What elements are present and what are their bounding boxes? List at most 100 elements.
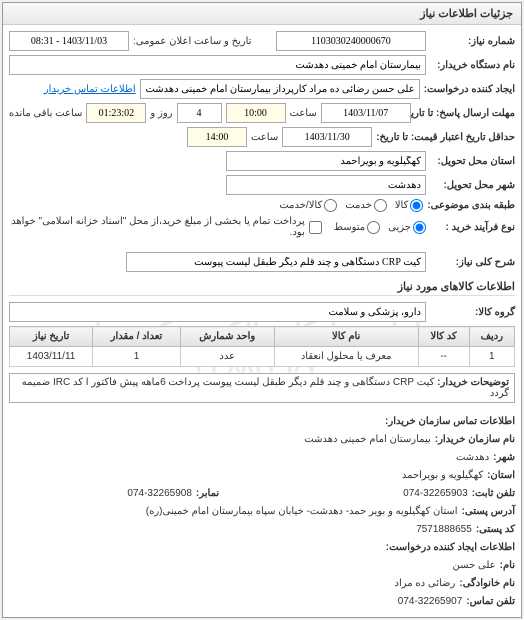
label-fax: نمابر: [196,485,219,503]
value-explanations: کیت CRP دستگاهی و چند قلم دیگر طبقل لیست… [22,377,509,399]
label-city: شهر محل تحویل: [430,180,515,191]
label-city2: شهر: [493,449,515,467]
input-goods-group[interactable] [9,302,426,322]
radio-input-pur-1[interactable] [367,221,380,234]
value-phone: 074-32265903 [403,485,468,503]
label-fname: نام: [500,557,515,575]
label-validity: حداقل تاریخ اعتبار قیمت: تا تاریخ: [376,132,515,143]
label-requester: ایجاد کننده درخواست: [424,84,515,95]
label-province2: استان: [487,467,515,485]
radio-input-cat-2[interactable] [324,199,337,212]
value-city2: دهدشت [456,449,489,467]
td-0-2: معرف یا محلول انعقاد [274,347,418,367]
label-hour-1: ساعت [290,108,317,119]
th-1: کد کالا [418,327,469,347]
explanations-box: توضیحات خریدار: کیت CRP دستگاهی و چند قل… [9,373,515,403]
radio-purchase-0[interactable]: جزیی [388,221,426,234]
input-province[interactable] [226,151,426,171]
goods-table: ردیف کد کالا نام کالا واحد شمارش تعداد /… [9,326,515,367]
input-public-date[interactable] [9,31,129,51]
label-hour-2: ساعت [251,132,278,143]
input-remaining-days[interactable] [177,103,222,123]
label-category: طبقه بندی موضوعی: [427,200,515,211]
radio-category-1[interactable]: خدمت [345,199,387,212]
details-panel: جزئیات اطلاعات نیاز سامانه تدارکات الکتر… [2,2,522,618]
label-lname: نام خانوادگی: [459,575,515,593]
label-remaining: ساعت باقی مانده [9,108,82,119]
input-request-no[interactable] [276,31,426,51]
row-deadline: مهلت ارسال پاسخ: تا تاریخ: ساعت روز و سا… [9,103,515,123]
th-5: تاریخ نیاز [10,327,93,347]
radio-input-cat-0[interactable] [410,199,423,212]
label-buyer-device: نام دستگاه خریدار: [430,60,515,71]
row-category: طبقه بندی موضوعی: کالا خدمت کالا/خدمت [9,199,515,212]
row-purchase-type: نوع فرآیند خرید : جزیی متوسط پرداخت تمام… [9,216,515,238]
label-postal: کد پستی: [476,521,515,539]
contact-section: اطلاعات تماس سازمان خریدار: نام سازمان خ… [9,413,515,611]
row-province: استان محل تحویل: [9,151,515,171]
value-phone2: 074-32265907 [398,593,463,611]
row-request-no: شماره نیاز: تاریخ و ساعت اعلان عمومی: [9,31,515,51]
value-address: استان کهگیلویه و بویر حمد- دهدشت- خیابان… [146,503,458,521]
value-fname: علی حسن [453,557,496,575]
label-province: استان محل تحویل: [430,156,515,167]
radio-category-2[interactable]: کالا/خدمت [279,199,337,212]
input-deadline-time[interactable] [226,103,286,123]
radio-group-purchase: جزیی متوسط [334,221,426,234]
input-buyer-device[interactable] [9,55,426,75]
input-summary[interactable] [126,252,426,272]
checkbox-purchase-note[interactable]: پرداخت تمام یا بخشی از مبلغ خرید،از محل … [9,216,322,238]
input-deadline-date[interactable] [321,103,411,123]
label-phone: تلفن ثابت: [472,485,515,503]
value-fax: 074-32265908 [127,485,192,503]
td-0-1: -- [418,347,469,367]
label-address: آدرس پستی: [462,503,515,521]
input-remaining-time[interactable] [86,103,146,123]
row-requester: ایجاد کننده درخواست: اطلاعات تماس خریدار [9,79,515,99]
label-deadline: مهلت ارسال پاسخ: تا تاریخ: [415,108,515,119]
requester-header: اطلاعات ایجاد کننده درخواست: [386,539,515,557]
label-goods-group: گروه کالا: [430,307,515,318]
th-3: واحد شمارش [180,327,274,347]
radio-group-category: کالا خدمت کالا/خدمت [279,199,423,212]
radio-category-0[interactable]: کالا [395,199,424,212]
row-goods-group: گروه کالا: [9,302,515,322]
contact-header: اطلاعات تماس سازمان خریدار: [385,413,515,431]
row-summary: شرح کلی نیاز: [9,252,515,272]
panel-header: جزئیات اطلاعات نیاز [3,3,521,25]
value-postal: 7571888655 [416,521,472,539]
label-day: روز و [150,108,172,119]
input-validity-time[interactable] [187,127,247,147]
td-0-3: عدد [180,347,274,367]
radio-input-cat-1[interactable] [374,199,387,212]
radio-purchase-1[interactable]: متوسط [334,221,380,234]
label-purchase-type: نوع فرآیند خرید : [430,222,515,233]
row-city: شهر محل تحویل: [9,175,515,195]
radio-input-pur-0[interactable] [413,221,426,234]
label-public-date: تاریخ و ساعت اعلان عمومی: [133,36,252,47]
value-province2: کهگیلویه و بویراحمد [402,467,483,485]
section-goods-info: اطلاعات کالاهای مورد نیاز [9,280,515,296]
panel-body: سامانه تدارکات الکترونیکی دولت ۰۲۱-۸۸۳۴۹… [3,25,521,617]
input-validity-date[interactable] [282,127,372,147]
value-lname: رضائی ده مراد [395,575,456,593]
td-0-0: 1 [469,347,514,367]
label-phone2: تلفن تماس: [466,593,515,611]
value-org-name: بیمارستان امام خمینی دهدشت [304,431,430,449]
label-explanations: توضیحات خریدار: [437,377,509,388]
row-buyer-device: نام دستگاه خریدار: [9,55,515,75]
th-2: نام کالا [274,327,418,347]
td-0-4: 1 [93,347,181,367]
th-0: ردیف [469,327,514,347]
label-org-name: نام سازمان خریدار: [435,431,515,449]
link-buyer-contact[interactable]: اطلاعات تماس خریدار [44,84,136,95]
input-requester[interactable] [140,79,420,99]
row-validity: حداقل تاریخ اعتبار قیمت: تا تاریخ: ساعت [9,127,515,147]
input-city[interactable] [226,175,426,195]
table-row: 1 -- معرف یا محلول انعقاد عدد 1 1403/11/… [10,347,515,367]
checkbox-input-note[interactable] [309,221,322,234]
label-summary: شرح کلی نیاز: [430,257,515,268]
table-header-row: ردیف کد کالا نام کالا واحد شمارش تعداد /… [10,327,515,347]
td-0-5: 1403/11/11 [10,347,93,367]
th-4: تعداد / مقدار [93,327,181,347]
